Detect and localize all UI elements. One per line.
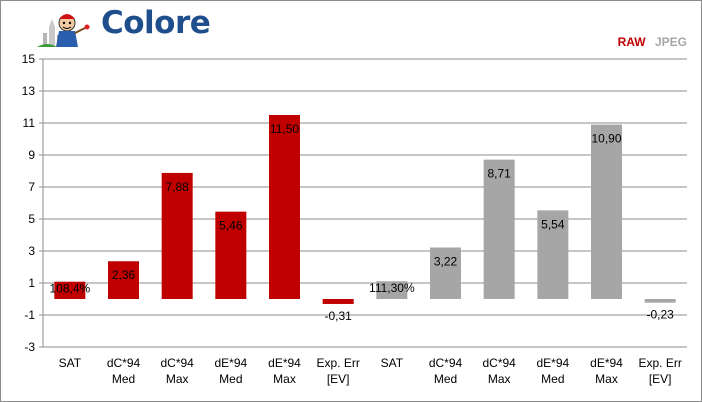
data-label: -0,31 (324, 309, 352, 323)
category-label: dE*94 (590, 356, 623, 370)
bar (215, 211, 247, 299)
data-label: 3,22 (434, 254, 458, 268)
category-label: SAT (59, 356, 82, 370)
y-tick-label: 7 (28, 180, 35, 194)
category-label: Max (273, 372, 296, 386)
bar (591, 124, 622, 299)
category-label: dE*94 (536, 356, 569, 370)
legend: RAW JPEG (612, 35, 687, 49)
y-tick-label: -3 (24, 340, 35, 354)
bar (376, 281, 408, 299)
category-label: dC*94 (160, 356, 194, 370)
y-tick-label: 5 (28, 212, 35, 226)
category-label: Max (488, 372, 511, 386)
data-label: 111,30% (369, 281, 415, 295)
legend-item-raw: RAW (617, 35, 646, 49)
category-label: dC*94 (107, 356, 141, 370)
category-label: Max (595, 372, 618, 386)
data-label: 8,71 (487, 167, 511, 181)
category-label: Med (219, 372, 242, 386)
y-tick-label: 9 (28, 148, 35, 162)
bar (644, 299, 676, 303)
category-label: Med (112, 372, 135, 386)
category-label: Exp. Err (638, 356, 681, 370)
y-tick-label: 15 (22, 52, 36, 66)
category-label: Med (434, 372, 457, 386)
category-label: Max (166, 372, 189, 386)
category-label: dE*94 (214, 356, 247, 370)
y-tick-label: 1 (28, 276, 35, 290)
y-tick-label: 3 (28, 244, 35, 258)
painter-mascot-icon (37, 14, 90, 47)
bar (269, 115, 300, 299)
y-tick-label: 13 (22, 84, 36, 98)
bar (483, 159, 515, 299)
category-label: [EV] (649, 372, 672, 386)
y-tick-label: -1 (24, 308, 35, 322)
category-label: dC*94 (429, 356, 463, 370)
bar (108, 261, 139, 299)
category-label: Exp. Err (316, 356, 359, 370)
data-label: 108,4% (49, 282, 90, 296)
data-label: 5,46 (219, 219, 243, 233)
data-label: 7,88 (165, 180, 189, 194)
bar (322, 299, 354, 304)
data-label: 5,54 (541, 217, 565, 231)
data-label: 2,36 (112, 268, 136, 282)
category-label: dE*94 (268, 356, 301, 370)
category-label: SAT (381, 356, 404, 370)
bar (54, 281, 86, 299)
category-label: [EV] (327, 372, 350, 386)
chart-title: Colore (101, 5, 211, 41)
category-label: dC*94 (482, 356, 516, 370)
data-label: -0,23 (646, 308, 674, 322)
data-label: 10,90 (591, 132, 621, 146)
legend-item-jpeg: JPEG (654, 35, 687, 49)
bar (430, 247, 461, 299)
data-label: 11,50 (270, 122, 299, 136)
category-label: Med (541, 372, 564, 386)
y-tick-label: 11 (23, 116, 36, 130)
bar (161, 172, 193, 299)
bar (537, 210, 569, 299)
